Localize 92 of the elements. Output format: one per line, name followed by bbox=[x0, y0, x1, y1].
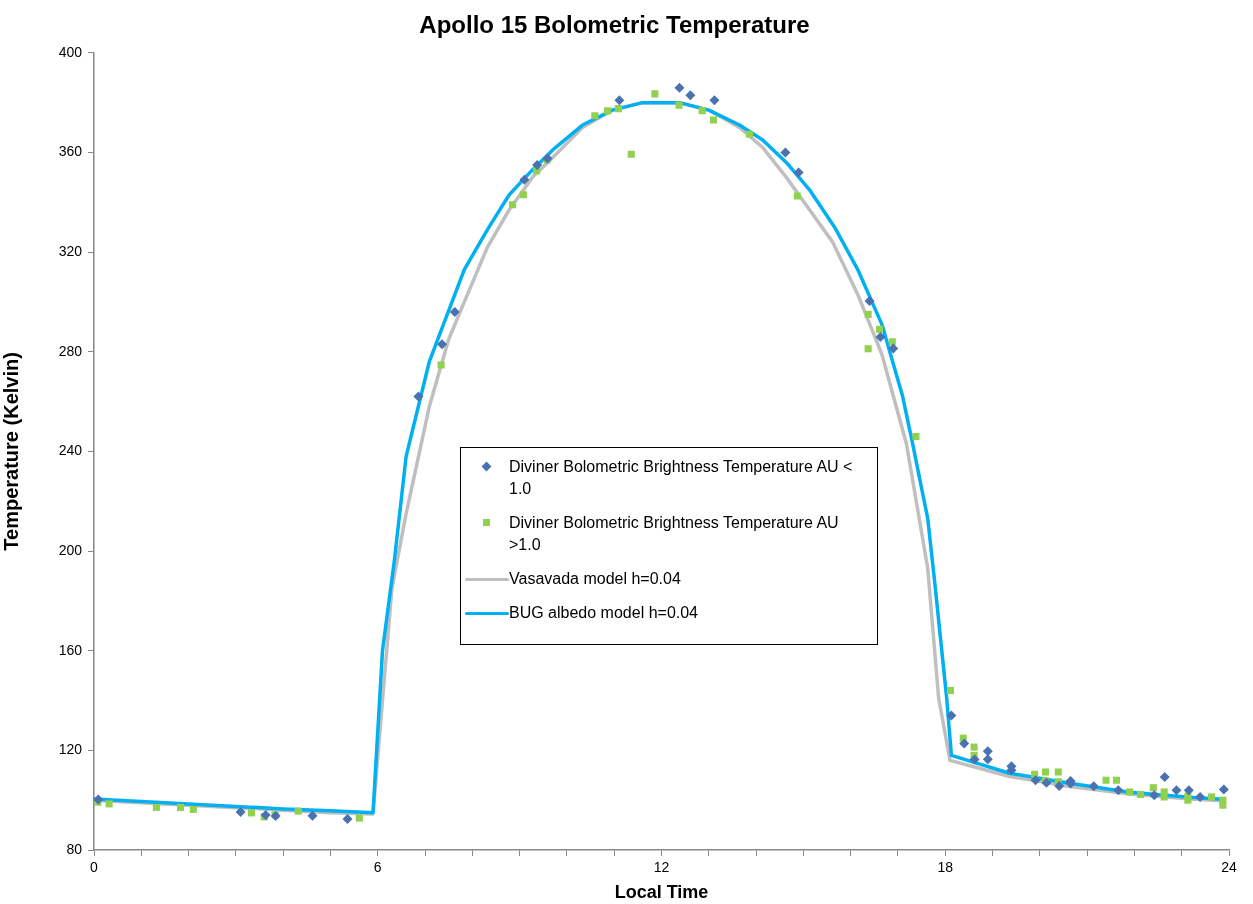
point bbox=[614, 105, 622, 113]
y-axis-title: Temperature (Kelvin) bbox=[0, 352, 22, 551]
point bbox=[946, 710, 957, 721]
legend-label: Diviner Bolometric Brightness Temperature AU >1.0 bbox=[509, 513, 840, 555]
y-tick-label: 400 bbox=[58, 43, 83, 60]
point bbox=[247, 809, 256, 817]
point bbox=[709, 116, 718, 124]
point bbox=[1054, 768, 1062, 776]
point bbox=[519, 174, 530, 185]
point bbox=[864, 345, 872, 353]
point bbox=[1102, 776, 1110, 784]
y-tick-label: 360 bbox=[58, 143, 83, 160]
legend-label: BUG albedo model h=0.04 bbox=[509, 603, 699, 623]
point bbox=[1054, 780, 1065, 791]
point bbox=[864, 295, 875, 306]
point bbox=[1218, 784, 1229, 795]
point bbox=[698, 107, 706, 115]
point bbox=[614, 95, 625, 106]
point bbox=[294, 807, 302, 815]
point bbox=[1184, 796, 1192, 804]
chart-title: Apollo 15 Bolometric Temperature bbox=[419, 11, 810, 39]
y-tick-label: 80 bbox=[66, 840, 83, 857]
point bbox=[591, 112, 599, 120]
point bbox=[1137, 790, 1145, 798]
point bbox=[864, 310, 872, 318]
point bbox=[1183, 785, 1194, 796]
point bbox=[780, 147, 791, 158]
point bbox=[1112, 776, 1120, 784]
x-tick-label: 12 bbox=[653, 859, 670, 876]
x-tick-label: 18 bbox=[937, 859, 954, 876]
point bbox=[675, 101, 683, 109]
point bbox=[651, 90, 659, 98]
x-tick-label: 24 bbox=[1221, 859, 1237, 876]
point bbox=[970, 743, 978, 751]
point bbox=[189, 805, 197, 813]
point bbox=[1149, 784, 1157, 792]
point bbox=[1088, 781, 1099, 792]
point bbox=[627, 150, 635, 158]
point bbox=[745, 130, 753, 138]
x-axis-title: Local Time bbox=[614, 882, 709, 903]
y-tick-label: 160 bbox=[58, 641, 83, 658]
y-tick-label: 120 bbox=[58, 741, 83, 758]
point bbox=[875, 332, 886, 343]
y-tick-label: 200 bbox=[58, 541, 83, 558]
point bbox=[969, 754, 980, 765]
y-tick-label: 280 bbox=[58, 342, 83, 359]
point bbox=[793, 192, 801, 200]
point bbox=[342, 814, 353, 825]
point bbox=[509, 201, 517, 209]
point bbox=[674, 82, 685, 93]
point bbox=[177, 803, 185, 811]
x-tick-label: 0 bbox=[90, 859, 99, 876]
point bbox=[1113, 785, 1124, 796]
point bbox=[1195, 791, 1206, 802]
point bbox=[355, 814, 363, 822]
point bbox=[1159, 772, 1170, 783]
point bbox=[1126, 788, 1134, 796]
point bbox=[105, 800, 113, 808]
point bbox=[235, 806, 246, 817]
point bbox=[888, 338, 896, 346]
point bbox=[532, 159, 543, 170]
point bbox=[1030, 775, 1041, 786]
point bbox=[1149, 790, 1160, 801]
point bbox=[1219, 801, 1227, 809]
point bbox=[709, 95, 720, 106]
point bbox=[519, 191, 527, 199]
point bbox=[1171, 785, 1182, 796]
point bbox=[413, 391, 424, 402]
point bbox=[437, 361, 445, 369]
point bbox=[437, 339, 448, 350]
y-tick-label: 320 bbox=[58, 242, 83, 259]
point bbox=[912, 432, 920, 440]
point bbox=[946, 687, 954, 695]
point bbox=[982, 754, 993, 765]
point bbox=[875, 325, 884, 333]
point bbox=[793, 167, 804, 178]
point bbox=[982, 746, 993, 757]
point bbox=[888, 343, 899, 354]
point bbox=[1041, 768, 1050, 776]
legend-label: Vasavada model h=0.04 bbox=[509, 569, 682, 589]
point bbox=[959, 738, 970, 749]
point bbox=[152, 803, 160, 811]
y-tick-label: 240 bbox=[58, 442, 83, 459]
point bbox=[94, 794, 104, 805]
legend-label: Diviner Bolometric Brightness Temperature AU < 1.0 bbox=[509, 457, 853, 499]
point bbox=[307, 810, 318, 821]
point bbox=[1160, 793, 1168, 801]
point bbox=[604, 107, 612, 115]
point bbox=[449, 306, 460, 317]
point bbox=[1207, 793, 1216, 801]
point bbox=[685, 90, 696, 101]
x-tick-label: 6 bbox=[373, 859, 382, 876]
